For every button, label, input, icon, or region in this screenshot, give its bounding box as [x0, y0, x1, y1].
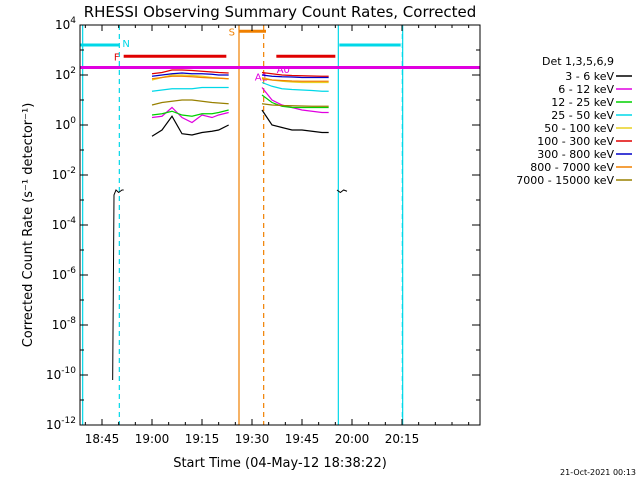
- bar-label: F: [114, 52, 120, 63]
- y-tick-label: 10-8: [52, 316, 77, 332]
- legend-entry: 25 - 50 keV: [551, 109, 614, 122]
- legend-entry: 100 - 300 keV: [537, 135, 614, 148]
- y-tick-label: 100: [55, 116, 76, 132]
- y-tick-label: 10-4: [52, 216, 77, 232]
- series-line-5-1: [261, 71, 329, 77]
- y-tick-label: 10-12: [46, 416, 76, 432]
- series-line-6-1: [261, 74, 329, 79]
- series-line-6-0: [151, 72, 229, 77]
- legend-entry: 800 - 7000 keV: [530, 161, 614, 174]
- series-line-1-0: [151, 106, 229, 124]
- legend-title: Det 1,3,5,6,9: [542, 55, 614, 68]
- series-layer: [112, 69, 348, 381]
- legend-entry: 6 - 12 keV: [558, 83, 614, 96]
- annotation-layer: NF S A1 A0: [80, 25, 480, 425]
- x-tick-label: 19:45: [285, 432, 320, 446]
- plot-frame: [79, 24, 481, 426]
- y-tick-label: 10-2: [52, 166, 76, 182]
- legend-entry: 7000 - 15000 keV: [516, 174, 614, 187]
- y-axis-label: Corrected Count Rate (s⁻¹ detector⁻¹): [21, 103, 36, 348]
- series-line-8-1: [261, 103, 329, 107]
- legend-entry: 300 - 800 keV: [537, 148, 614, 161]
- x-tick-label: 20:00: [335, 432, 370, 446]
- series-line-7-0: [151, 75, 229, 80]
- series-3-6-kev-late: [336, 189, 348, 194]
- legend-entry: 12 - 25 keV: [551, 96, 614, 109]
- tick-layer: 18:45 19:00 19:15 19:30 19:45 20:00 20:15 104 10…: [46, 16, 480, 446]
- x-tick-label: 19:30: [235, 432, 270, 446]
- series-line-7-1: [261, 78, 329, 82]
- bar-label: N: [122, 39, 129, 50]
- series-line-3-0: [151, 86, 229, 92]
- x-axis-label: Start Time (04-May-12 18:38:22): [173, 456, 387, 471]
- bar-label: S: [229, 27, 235, 38]
- series-line-2-1: [261, 94, 329, 109]
- x-tick-label: 20:15: [385, 432, 420, 446]
- series-line-8-0: [151, 99, 229, 106]
- legend-entry: 50 - 100 keV: [544, 122, 614, 135]
- series-3-6-kev-early: [112, 189, 124, 381]
- x-tick-label: 19:00: [135, 432, 170, 446]
- series-line-3-1: [261, 81, 329, 92]
- marker-label: A0: [277, 65, 290, 76]
- x-tick-label: 19:15: [185, 432, 220, 446]
- series-line-0-1: [261, 109, 329, 134]
- marker-label: A1: [255, 72, 268, 83]
- y-tick-label: 10-6: [52, 266, 77, 282]
- series-line-2-0: [151, 109, 229, 117]
- series-line-1-1: [261, 87, 329, 114]
- y-tick-label: 104: [55, 16, 76, 32]
- x-tick-label: 18:45: [85, 432, 120, 446]
- legend-entry: 3 - 6 keV: [565, 70, 614, 83]
- y-tick-label: 102: [55, 66, 76, 82]
- date-stamp: 21-Oct-2021 00:13: [560, 468, 636, 477]
- series-line-5-0: [151, 69, 229, 75]
- y-tick-label: 10-10: [46, 366, 76, 382]
- series-line-0-0: [151, 115, 229, 137]
- chart-title: RHESSI Observing Summary Count Rates, Co…: [84, 3, 477, 21]
